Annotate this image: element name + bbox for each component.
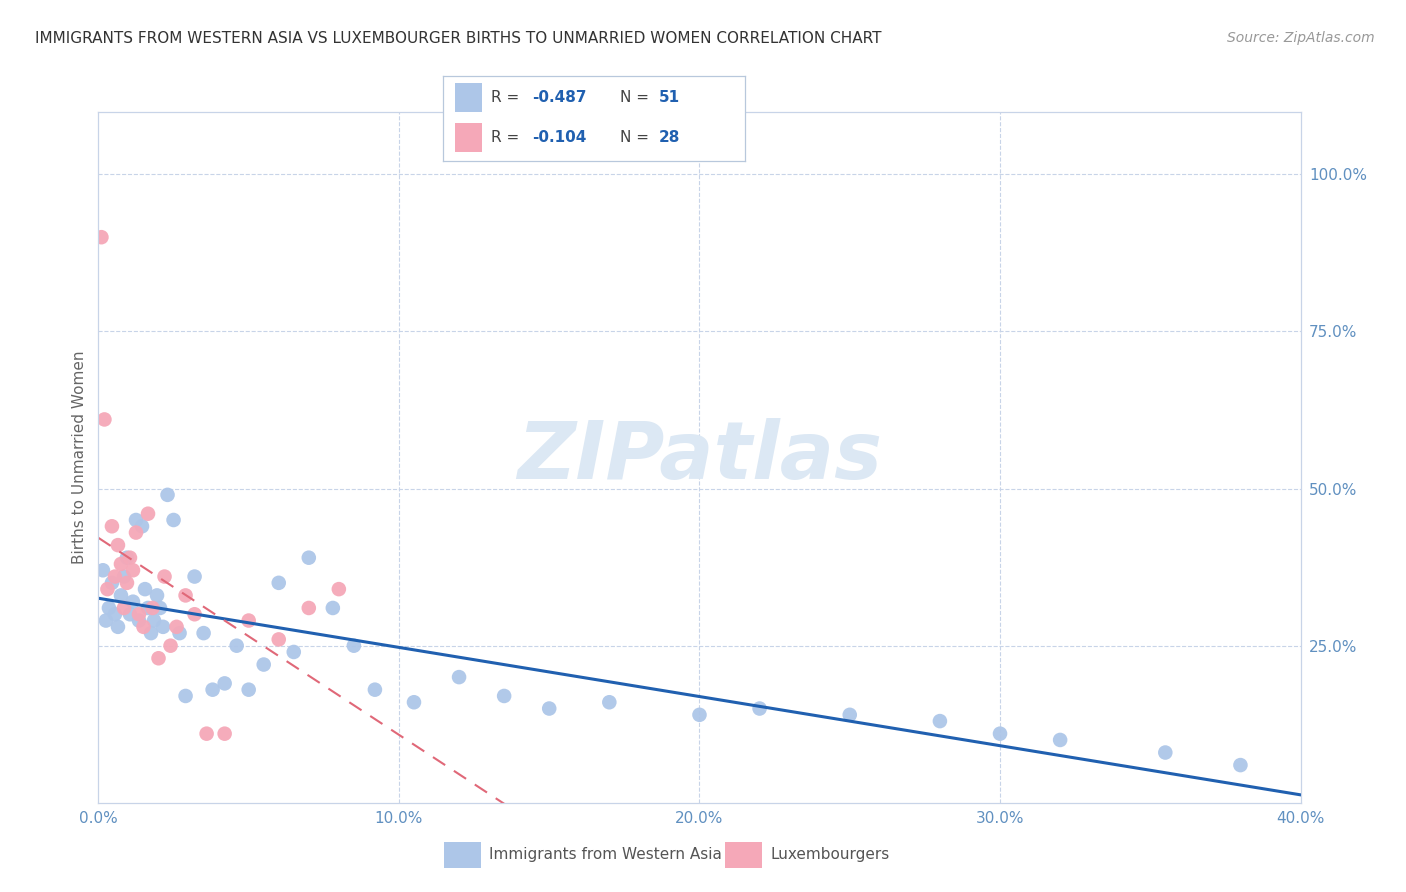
Point (118, 550, 141, 565)
Text: -0.104: -0.104 (531, 130, 586, 145)
Point (159, 639, 181, 653)
Point (322, 601, 344, 615)
Point (1154, 746, 1177, 760)
Text: N =: N = (620, 90, 654, 105)
Point (101, 519, 124, 533)
Point (110, 557, 132, 571)
Point (267, 575, 290, 590)
Point (152, 620, 174, 634)
Text: 51: 51 (659, 90, 681, 105)
Point (225, 639, 247, 653)
Point (136, 601, 159, 615)
Point (929, 714, 952, 728)
Point (118, 607, 141, 622)
Point (538, 701, 561, 715)
Point (96, 582, 118, 596)
Point (131, 519, 153, 533)
Point (598, 695, 620, 709)
Point (689, 707, 711, 722)
Point (97, 601, 120, 615)
Bar (725, 842, 762, 868)
Point (748, 701, 770, 715)
Point (146, 589, 169, 603)
Point (201, 682, 224, 697)
Point (156, 488, 179, 502)
Point (328, 582, 350, 596)
Point (110, 589, 132, 603)
Point (122, 595, 145, 609)
Text: -0.487: -0.487 (531, 90, 586, 105)
Point (193, 626, 215, 640)
Point (141, 601, 163, 615)
Point (402, 695, 425, 709)
Point (267, 632, 290, 647)
Text: Immigrants from Western Asia: Immigrants from Western Asia (489, 847, 723, 862)
Bar (456, 123, 482, 152)
Point (128, 614, 150, 628)
Point (988, 726, 1011, 740)
Text: IMMIGRANTS FROM WESTERN ASIA VS LUXEMBOURGER BIRTHS TO UNMARRIED WOMEN CORRELATI: IMMIGRANTS FROM WESTERN ASIA VS LUXEMBOU… (35, 31, 882, 46)
Point (1049, 733, 1071, 747)
Point (364, 682, 387, 697)
Point (1229, 758, 1251, 772)
Y-axis label: Births to Unmarried Women: Births to Unmarried Women (72, 351, 87, 564)
Point (115, 575, 138, 590)
Point (104, 607, 127, 622)
Text: Source: ZipAtlas.com: Source: ZipAtlas.com (1227, 31, 1375, 45)
Point (494, 689, 516, 703)
Point (343, 639, 366, 653)
Point (153, 569, 176, 583)
Point (139, 626, 162, 640)
Point (90, 230, 112, 244)
Point (107, 538, 129, 552)
Point (214, 676, 236, 690)
Point (91, 563, 114, 577)
Point (112, 601, 135, 615)
Point (283, 645, 305, 659)
Point (238, 682, 260, 697)
Text: N =: N = (620, 130, 654, 145)
Point (134, 582, 156, 596)
Point (447, 670, 470, 684)
Point (838, 707, 860, 722)
Point (183, 607, 205, 622)
Point (148, 651, 170, 665)
Bar (456, 84, 482, 112)
Point (298, 550, 321, 565)
Text: ZIPatlas: ZIPatlas (517, 418, 882, 496)
Point (107, 620, 129, 634)
Point (122, 563, 145, 577)
Point (94, 614, 117, 628)
Point (125, 513, 148, 527)
Point (183, 569, 205, 583)
Bar (444, 842, 481, 868)
Point (253, 657, 276, 672)
Point (174, 689, 197, 703)
Point (162, 513, 184, 527)
Point (128, 607, 150, 622)
Point (112, 569, 135, 583)
Point (238, 614, 260, 628)
Text: Luxembourgers: Luxembourgers (770, 847, 890, 862)
Point (298, 601, 321, 615)
Point (169, 626, 191, 640)
Point (104, 569, 127, 583)
Point (214, 726, 236, 740)
Point (195, 726, 218, 740)
Text: R =: R = (491, 90, 524, 105)
Text: R =: R = (491, 130, 524, 145)
Point (93, 412, 115, 426)
Point (136, 507, 159, 521)
Point (149, 601, 172, 615)
Text: 28: 28 (659, 130, 681, 145)
Point (143, 614, 166, 628)
Point (125, 525, 148, 540)
Point (101, 575, 124, 590)
Point (174, 589, 197, 603)
Point (132, 620, 155, 634)
Point (115, 550, 138, 565)
Point (166, 620, 188, 634)
